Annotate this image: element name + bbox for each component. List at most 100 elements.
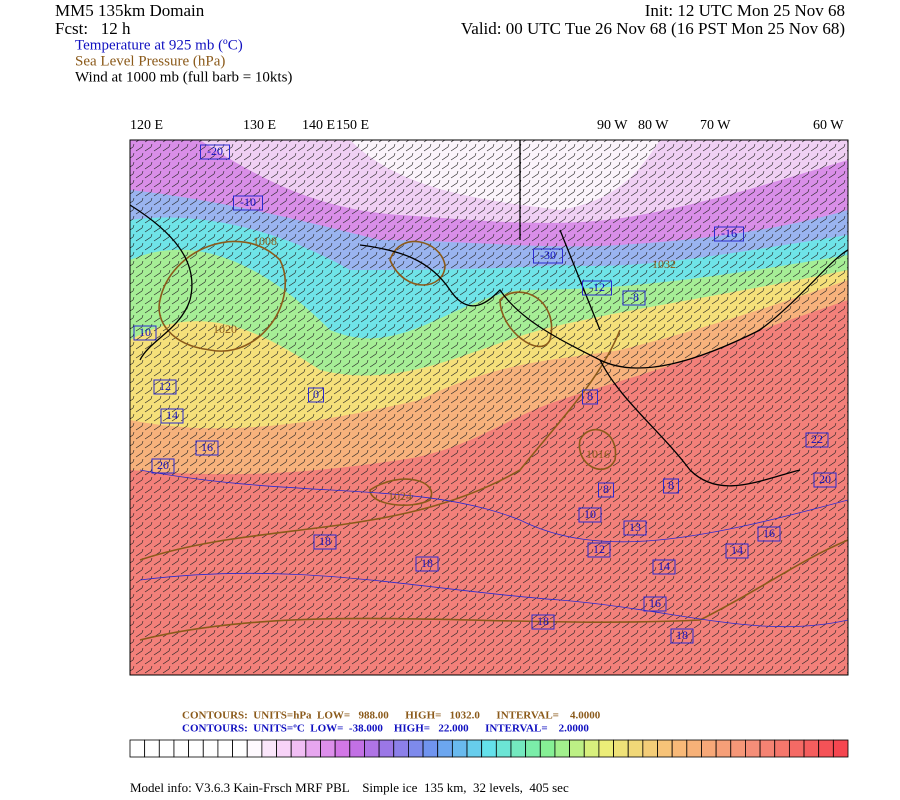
color-bar-cell bbox=[408, 739, 424, 758]
pressure-label: 1008 bbox=[253, 234, 277, 248]
temperature-label: 12 bbox=[593, 542, 605, 556]
pressure-label: 1024 bbox=[388, 489, 412, 503]
temperature-label: 20 bbox=[157, 458, 169, 472]
temperature-label: 12 bbox=[159, 379, 171, 393]
temperature-label-box bbox=[623, 520, 647, 536]
temperature-label: -12 bbox=[589, 280, 605, 294]
temperature-label-box bbox=[151, 458, 175, 474]
map bbox=[130, 140, 848, 675]
color-bar-cell bbox=[202, 739, 219, 758]
color-bar-cell bbox=[832, 739, 849, 758]
pressure-label: 1020 bbox=[213, 322, 237, 336]
temperature-label-box bbox=[652, 559, 676, 575]
temperature-label: 0 bbox=[313, 387, 319, 401]
color-bar-cell bbox=[686, 739, 702, 758]
temperature-label: 16 bbox=[201, 440, 213, 454]
temperature-label-box bbox=[582, 389, 598, 405]
temperature-label: -30 bbox=[540, 248, 556, 262]
color-bar-cell bbox=[466, 739, 483, 758]
color-bar-cell bbox=[774, 739, 790, 758]
longitude-label: 130 E bbox=[243, 118, 276, 133]
field-temperature: Temperature at 925 mb (ºC) bbox=[75, 37, 243, 53]
color-bar-cell bbox=[598, 739, 614, 758]
temperature-label: 8 bbox=[603, 482, 609, 496]
temperature-label: 10 bbox=[584, 507, 596, 521]
color-bar-cell bbox=[129, 739, 146, 758]
temperature-contour-info: CONTOURS: UNITS=ºC LOW= -38.000 HIGH= 22… bbox=[182, 723, 589, 735]
temperature-label-box bbox=[160, 408, 184, 424]
temperature-label: 18 bbox=[319, 534, 331, 548]
temperature-label: -10 bbox=[240, 195, 256, 209]
temperature-label: 14 bbox=[658, 559, 670, 573]
temperature-label-box bbox=[153, 379, 177, 395]
temperature-label-box bbox=[587, 542, 611, 558]
color-bar-cell bbox=[261, 739, 277, 758]
map-frame bbox=[129, 139, 849, 676]
color-bar-cell bbox=[569, 739, 585, 758]
temperature-label: 10 bbox=[139, 325, 151, 339]
color-bar-cell bbox=[642, 739, 658, 758]
forecast: Fcst: 12 h bbox=[55, 19, 131, 38]
color-bar-cell bbox=[334, 739, 351, 758]
longitude-label: 150 E bbox=[336, 118, 369, 133]
longitude-label: 140 E bbox=[302, 118, 335, 133]
color-bar-cell bbox=[246, 739, 263, 758]
color-bar-cell bbox=[730, 739, 746, 758]
temperature-label-box bbox=[533, 248, 563, 264]
color-bar-cell bbox=[539, 739, 556, 758]
color-bar-cell bbox=[715, 739, 732, 758]
color-bar-cell bbox=[701, 739, 717, 758]
temperature-label: 18 bbox=[676, 628, 688, 642]
longitude-label: 120 E bbox=[130, 118, 163, 133]
temperature-label: 14 bbox=[731, 543, 743, 557]
color-bar-cell bbox=[613, 739, 629, 758]
temperature-label-box bbox=[133, 325, 157, 341]
longitude-label: 80 W bbox=[638, 118, 669, 133]
color-bar-cell bbox=[554, 739, 570, 758]
temperature-label-box bbox=[643, 596, 667, 612]
valid-time: Valid: 00 UTC Tue 26 Nov 68 (16 PST Mon … bbox=[461, 19, 845, 38]
color-bar-cell bbox=[481, 739, 497, 758]
color-bar-cell bbox=[745, 739, 761, 758]
longitude-labels: 120 E 130 E 140 E 150 E 90 W 80 W 70 W 60 W bbox=[130, 118, 844, 133]
color-bar-cell bbox=[158, 739, 175, 758]
color-bar-cell bbox=[451, 739, 468, 758]
temperature-label-box bbox=[195, 440, 219, 456]
temperature-label-box bbox=[805, 432, 829, 448]
color-bar-cell bbox=[305, 739, 321, 758]
temperature-label-box bbox=[582, 280, 612, 296]
color-bar-cell bbox=[627, 739, 644, 758]
color-bar-cell bbox=[657, 739, 673, 758]
temperature-labels: -20-1010121416200-30-16-12-8810131214161… bbox=[133, 144, 837, 644]
color-bar-cell bbox=[378, 739, 395, 758]
color-bar-cell bbox=[320, 739, 336, 758]
temperature-label-box bbox=[200, 144, 230, 160]
color-bar-cell bbox=[818, 739, 834, 758]
temperature-label-box bbox=[598, 482, 614, 498]
color-bar bbox=[129, 739, 849, 758]
title: MM5 135km Domain bbox=[55, 1, 205, 20]
temperature-label: 18 bbox=[421, 556, 433, 570]
longitude-label: 90 W bbox=[597, 118, 628, 133]
color-bar-cell bbox=[510, 739, 527, 758]
color-bar-cell bbox=[422, 739, 439, 758]
temperature-label: 20 bbox=[819, 472, 831, 486]
temperature-label-box bbox=[813, 472, 837, 488]
temperature-label: -8 bbox=[629, 290, 639, 304]
temperature-label-box bbox=[663, 478, 679, 494]
color-bar-cell bbox=[495, 739, 512, 758]
init-time: Init: 12 UTC Mon 25 Nov 68 bbox=[645, 1, 845, 20]
temperature-label-box bbox=[578, 507, 602, 523]
temperature-label: -16 bbox=[721, 226, 737, 240]
color-bar-cell bbox=[437, 739, 453, 758]
temperature-label: 8 bbox=[587, 389, 593, 403]
model-info: Model info: V3.6.3 Kain-Frsch MRF PBL Si… bbox=[130, 780, 569, 795]
longitude-label: 60 W bbox=[813, 118, 844, 133]
pressure-label: 1032 bbox=[652, 257, 676, 271]
temperature-label-box bbox=[757, 526, 781, 542]
color-bar-cell bbox=[803, 739, 820, 758]
color-bar-cell bbox=[788, 739, 805, 758]
color-bar-cell bbox=[188, 739, 204, 758]
temperature-label: 16 bbox=[649, 596, 661, 610]
pressure-contour-info: CONTOURS: UNITS=hPa LOW= 988.00 HIGH= 10… bbox=[182, 710, 601, 722]
